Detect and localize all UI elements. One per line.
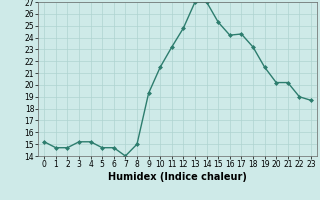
X-axis label: Humidex (Indice chaleur): Humidex (Indice chaleur) — [108, 172, 247, 182]
